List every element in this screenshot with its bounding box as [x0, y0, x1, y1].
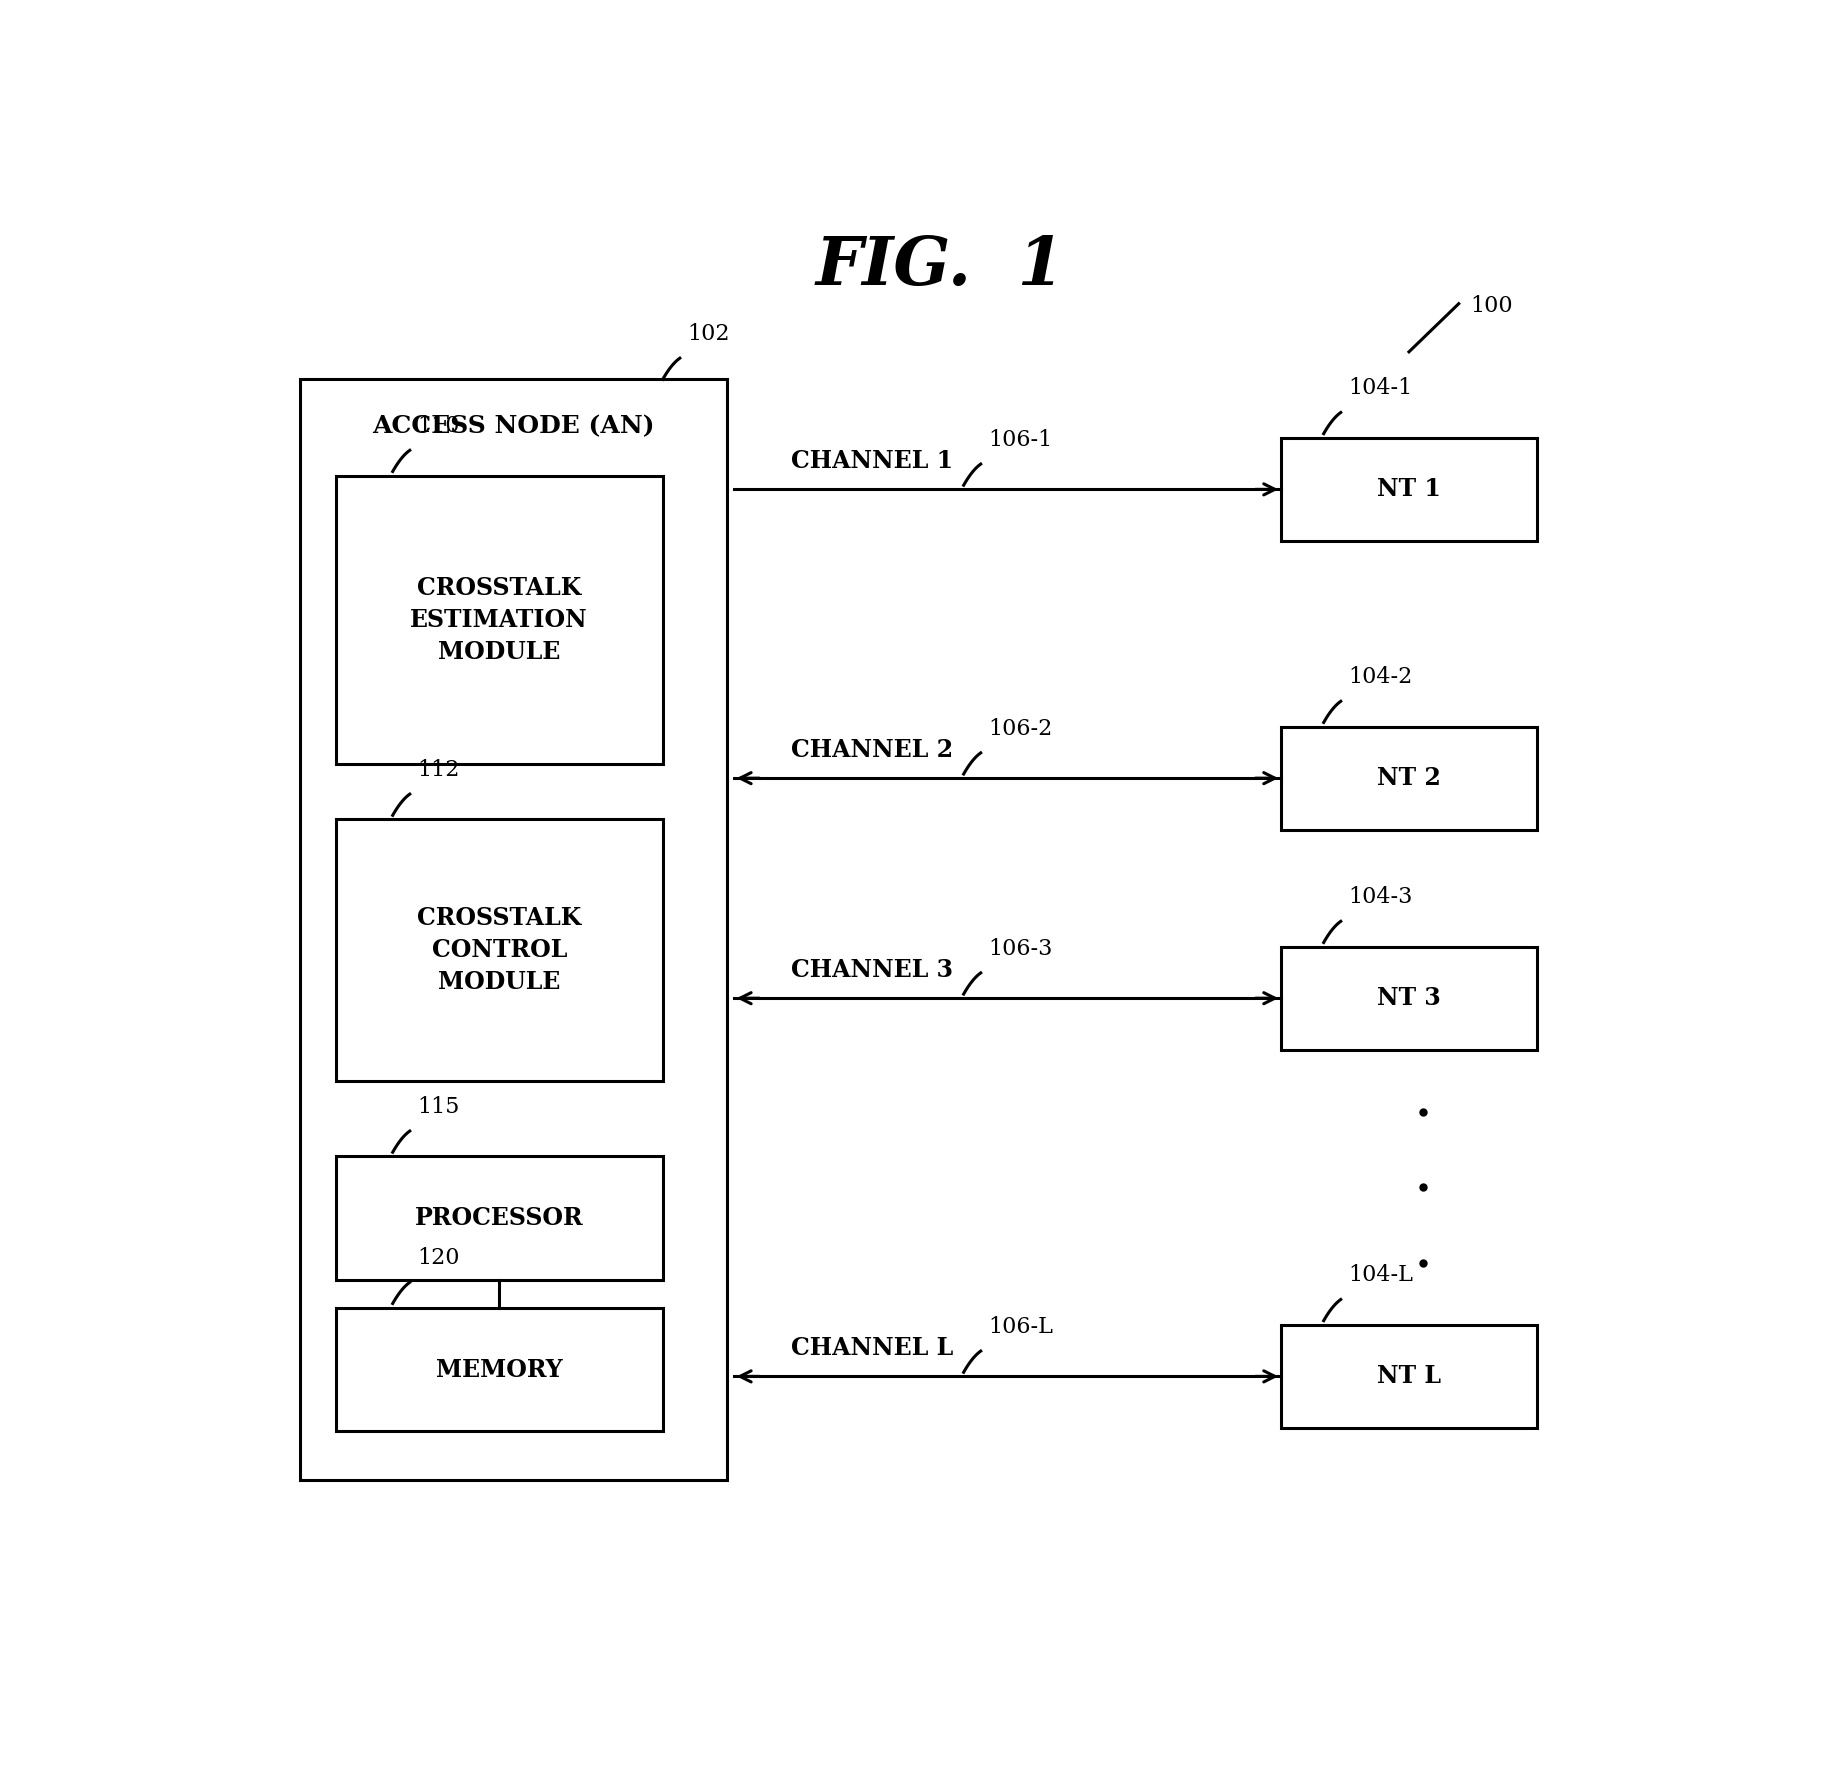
Text: CHANNEL 3: CHANNEL 3 [790, 957, 952, 982]
Text: NT L: NT L [1377, 1365, 1442, 1388]
Text: 104-2: 104-2 [1348, 666, 1412, 688]
Text: 106-L: 106-L [989, 1316, 1053, 1338]
Text: CHANNEL 2: CHANNEL 2 [790, 738, 954, 761]
Text: 106-1: 106-1 [989, 429, 1053, 450]
Bar [1280, 438, 1537, 541]
Text: 120: 120 [416, 1247, 458, 1270]
Text: 104-1: 104-1 [1348, 377, 1412, 400]
Text: PROCESSOR: PROCESSOR [414, 1206, 583, 1231]
Bar [336, 1307, 662, 1431]
Bar [1280, 727, 1537, 830]
Text: CROSSTALK
ESTIMATION
MODULE: CROSSTALK ESTIMATION MODULE [411, 577, 589, 664]
Bar [336, 475, 662, 764]
Text: 110: 110 [416, 414, 458, 438]
Bar [336, 820, 662, 1081]
Text: CHANNEL 1: CHANNEL 1 [790, 448, 954, 473]
Text: 100: 100 [1471, 295, 1513, 318]
Bar [1280, 1325, 1537, 1429]
Text: 112: 112 [416, 759, 458, 780]
Text: 104-3: 104-3 [1348, 886, 1412, 907]
Bar [1280, 947, 1537, 1050]
Text: 104-L: 104-L [1348, 1264, 1412, 1286]
Text: CROSSTALK
CONTROL
MODULE: CROSSTALK CONTROL MODULE [416, 907, 581, 993]
Text: 115: 115 [416, 1097, 458, 1118]
Text: MEMORY: MEMORY [436, 1357, 563, 1382]
Text: NT 3: NT 3 [1377, 986, 1442, 1011]
Text: 106-3: 106-3 [989, 938, 1053, 959]
Text: 106-2: 106-2 [989, 718, 1053, 739]
Text: ACCESS NODE (AN): ACCESS NODE (AN) [372, 414, 655, 438]
Bar [336, 1156, 662, 1281]
Text: NT 1: NT 1 [1377, 477, 1442, 502]
Text: NT 2: NT 2 [1377, 766, 1442, 789]
Text: FIG.  1: FIG. 1 [816, 234, 1064, 298]
Text: 102: 102 [688, 323, 730, 345]
Bar [301, 379, 726, 1479]
Text: CHANNEL L: CHANNEL L [790, 1336, 954, 1359]
